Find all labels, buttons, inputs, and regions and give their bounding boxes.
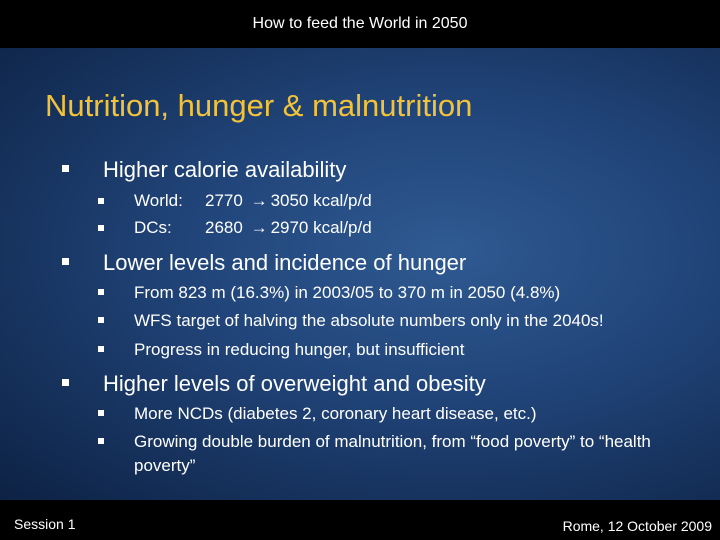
- footer-bar: Session 1 Rome, 12 October 2009: [0, 500, 720, 540]
- obesity-item: More NCDs (diabetes 2, coronary heart di…: [134, 404, 537, 423]
- header-bar: How to feed the World in 2050: [0, 0, 720, 48]
- item-bullet: [98, 289, 104, 295]
- calorie-item: World: 2770 → 3050 kcal/p/d: [134, 189, 704, 213]
- header-title: How to feed the World in 2050: [252, 15, 468, 32]
- item-bullet: [98, 225, 104, 231]
- arrow-icon: →: [250, 191, 268, 210]
- item-bullet: [98, 317, 104, 323]
- calorie-from: 2770: [205, 191, 243, 210]
- calorie-to: 3050 kcal/p/d: [270, 191, 372, 210]
- calorie-to: 2970 kcal/p/d: [270, 218, 372, 237]
- calorie-item: DCs: 2680 → 2970 kcal/p/d: [134, 216, 704, 240]
- arrow-icon: →: [250, 218, 268, 237]
- session-label: Session 1: [14, 516, 76, 532]
- slide-title: Nutrition, hunger & malnutrition: [45, 88, 473, 123]
- section-bullet: [62, 258, 69, 265]
- item-bullet: [98, 438, 104, 444]
- calorie-label: World:: [134, 191, 183, 210]
- section-bullet: [62, 165, 69, 172]
- slide-background: [0, 48, 720, 500]
- hunger-item: Progress in reducing hunger, but insuffi…: [134, 340, 465, 359]
- date-label: Rome, 12 October 2009: [562, 518, 712, 534]
- obesity-item: Growing double burden of malnutrition, f…: [134, 432, 651, 475]
- calorie-from: 2680: [205, 218, 243, 237]
- section-bullet: [62, 379, 69, 386]
- section-heading: Higher calorie availability: [103, 157, 347, 182]
- hunger-item: WFS target of halving the absolute numbe…: [134, 311, 604, 330]
- item-bullet: [98, 410, 104, 416]
- section-heading: Lower levels and incidence of hunger: [103, 250, 467, 275]
- item-bullet: [98, 198, 104, 204]
- hunger-item: From 823 m (16.3%) in 2003/05 to 370 m i…: [134, 283, 561, 302]
- item-bullet: [98, 346, 104, 352]
- calorie-label: DCs:: [134, 218, 172, 237]
- section-heading: Higher levels of overweight and obesity: [103, 371, 486, 396]
